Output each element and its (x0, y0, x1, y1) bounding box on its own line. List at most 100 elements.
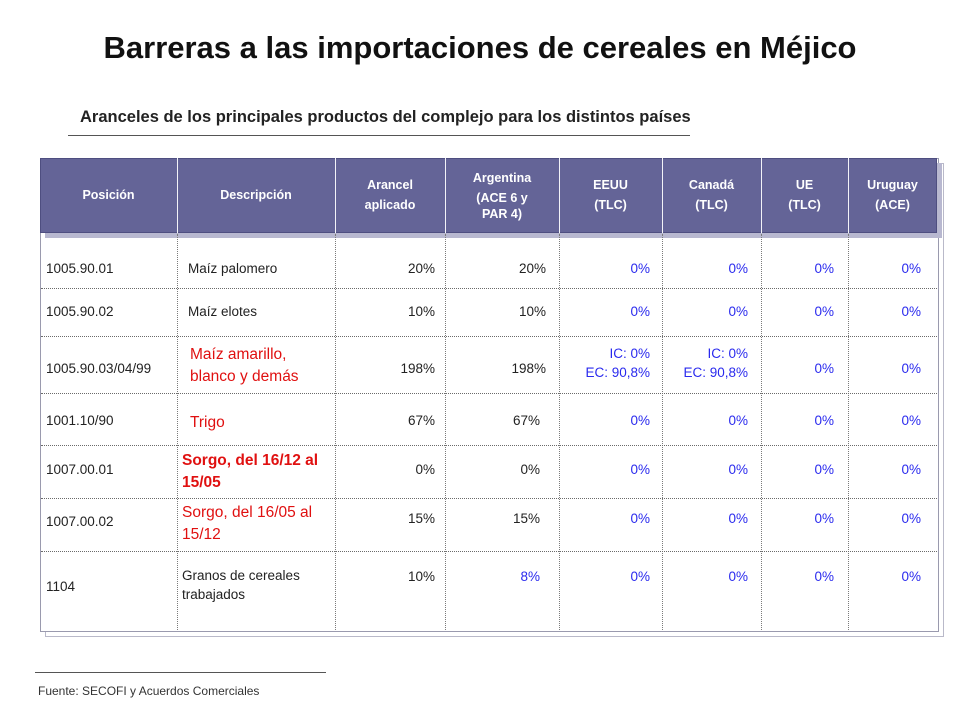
table-cell-uruguay: 0% (901, 261, 921, 276)
header-separator (445, 158, 446, 233)
table-cell-ue: 0% (814, 462, 834, 477)
header-argentina-line2: (ACE 6 y (476, 190, 528, 205)
table-cell-ue: 0% (814, 261, 834, 276)
table-cell-canada: 0% (728, 304, 748, 319)
header-eeuu: EEUU (TLC) (559, 158, 662, 233)
table-cell-canada: 0% (728, 511, 748, 526)
header-arancel: Arancel aplicado (335, 158, 445, 233)
header-separator (761, 158, 762, 233)
table-cell-canada: 0% (728, 261, 748, 276)
table-cell-posicion: 1005.90.02 (46, 304, 114, 319)
column-separator (848, 234, 849, 630)
table-cell-posicion: 1007.00.02 (46, 514, 114, 529)
table-cell-ue: 0% (814, 413, 834, 428)
row-separator (41, 288, 937, 289)
table-cell-ue: 0% (814, 361, 834, 376)
table-cell-uruguay: 0% (901, 413, 921, 428)
table-header (40, 158, 937, 233)
table-cell-uruguay: 0% (901, 462, 921, 477)
table-cell-arancel: 67% (407, 413, 435, 428)
table-cell-eeuu: 0% (630, 261, 650, 276)
header-canada-line1: Canadá (688, 178, 735, 193)
table-cell-arancel: 0% (415, 462, 435, 477)
table-cell-uruguay: 0% (901, 361, 921, 376)
header-uruguay: Uruguay (ACE) (848, 158, 937, 233)
table-cell-descripcion: Maíz amarillo, blanco y demás (190, 346, 299, 385)
header-ue-line1: UE (795, 178, 814, 193)
header-argentina: Argentina (ACE 6 y PAR 4) (445, 158, 559, 233)
column-separator (445, 234, 446, 630)
eeuu-ic-value: IC: 0% (609, 346, 650, 361)
table-cell-eeuu: 0% (630, 511, 650, 526)
header-arancel-line1: Arancel (367, 178, 413, 193)
table-cell-eeuu: 0% (630, 304, 650, 319)
column-separator (177, 234, 178, 630)
table-cell-posicion: 1104 (46, 579, 76, 594)
header-canada: Canadá (TLC) (662, 158, 761, 233)
table-cell-arancel: 10% (407, 304, 435, 319)
table-cell-descripcion: Maíz palomero (188, 261, 278, 276)
header-ue-line2: (TLC) (788, 197, 821, 212)
table-cell-uruguay: 0% (901, 304, 921, 319)
table-cell-descripcion: Sorgo, del 16/05 al 15/12 (182, 504, 313, 543)
column-separator (559, 234, 560, 630)
header-separator (335, 158, 336, 233)
canada-ic-value: IC: 0% (707, 346, 748, 361)
header-canada-line2: (TLC) (695, 197, 728, 212)
table-cell-ue: 0% (814, 304, 834, 319)
table-cell-posicion: 1005.90.03/04/99 (46, 361, 152, 376)
header-separator (662, 158, 663, 233)
header-descripcion: Descripción (177, 158, 335, 233)
header-ue: UE (TLC) (761, 158, 848, 233)
column-separator (335, 234, 336, 630)
header-separator (559, 158, 560, 233)
header-uruguay-line2: (ACE) (875, 197, 910, 212)
row-separator (41, 445, 937, 446)
table-cell-arancel: 198% (400, 361, 435, 376)
table-cell-posicion: 1001.10/90 (46, 413, 114, 428)
table-cell-descripcion: Sorgo, del 16/12 al 15/05 (182, 452, 319, 491)
table-cell-descripcion: Trigo (190, 414, 225, 431)
header-argentina-line1: Argentina (472, 171, 532, 186)
table-cell-argentina: 198% (511, 361, 546, 376)
header-descripcion-label: Descripción (220, 187, 292, 202)
column-separator (662, 234, 663, 630)
row-separator (41, 336, 937, 337)
header-eeuu-line2: (TLC) (594, 197, 627, 212)
header-argentina-line3: PAR 4) (481, 207, 523, 221)
table-cell-eeuu: 0% (630, 569, 650, 584)
table-cell-eeuu: 0% (630, 462, 650, 477)
table-cell-uruguay: 0% (901, 569, 921, 584)
header-eeuu-line1: EEUU (593, 178, 628, 193)
table-cell-uruguay: 0% (901, 511, 921, 526)
table-cell-posicion: 1007.00.01 (46, 462, 114, 477)
header-separator (177, 158, 178, 233)
table-cell-descripcion: Maíz elotes (188, 304, 258, 319)
table-cell-canada: 0% (728, 413, 748, 428)
table-cell-argentina: 67% (512, 413, 540, 428)
row-separator (41, 498, 937, 499)
footer-rule (35, 672, 326, 673)
header-posicion-label: Posición (82, 187, 135, 202)
page-title: Barreras a las importaciones de cereales… (103, 30, 857, 65)
table-cell-posicion: 1005.90.01 (46, 261, 114, 276)
eeuu-ec-value: EC: 90,8% (585, 365, 650, 380)
row-separator (41, 551, 937, 552)
table-cell-arancel: 10% (407, 569, 435, 584)
table-cell-argentina: 0% (520, 462, 540, 477)
table-cell-canada: IC: 0% EC: 90,8% (662, 344, 748, 382)
table-cell-eeuu: IC: 0% EC: 90,8% (559, 344, 650, 382)
table-cell-ue: 0% (814, 569, 834, 584)
column-separator (761, 234, 762, 630)
header-arancel-line2: aplicado (364, 197, 416, 212)
table-cell-arancel: 20% (407, 261, 435, 276)
row-separator (41, 393, 937, 394)
table-cell-descripcion: Granos de cereales trabajados (182, 568, 300, 602)
table-cell-argentina: 8% (520, 569, 540, 584)
table-cell-ue: 0% (814, 511, 834, 526)
header-uruguay-line1: Uruguay (867, 178, 918, 193)
header-separator (848, 158, 849, 233)
subtitle-underline (68, 135, 690, 136)
table-cell-arancel: 15% (407, 511, 435, 526)
table-cell-canada: 0% (728, 462, 748, 477)
